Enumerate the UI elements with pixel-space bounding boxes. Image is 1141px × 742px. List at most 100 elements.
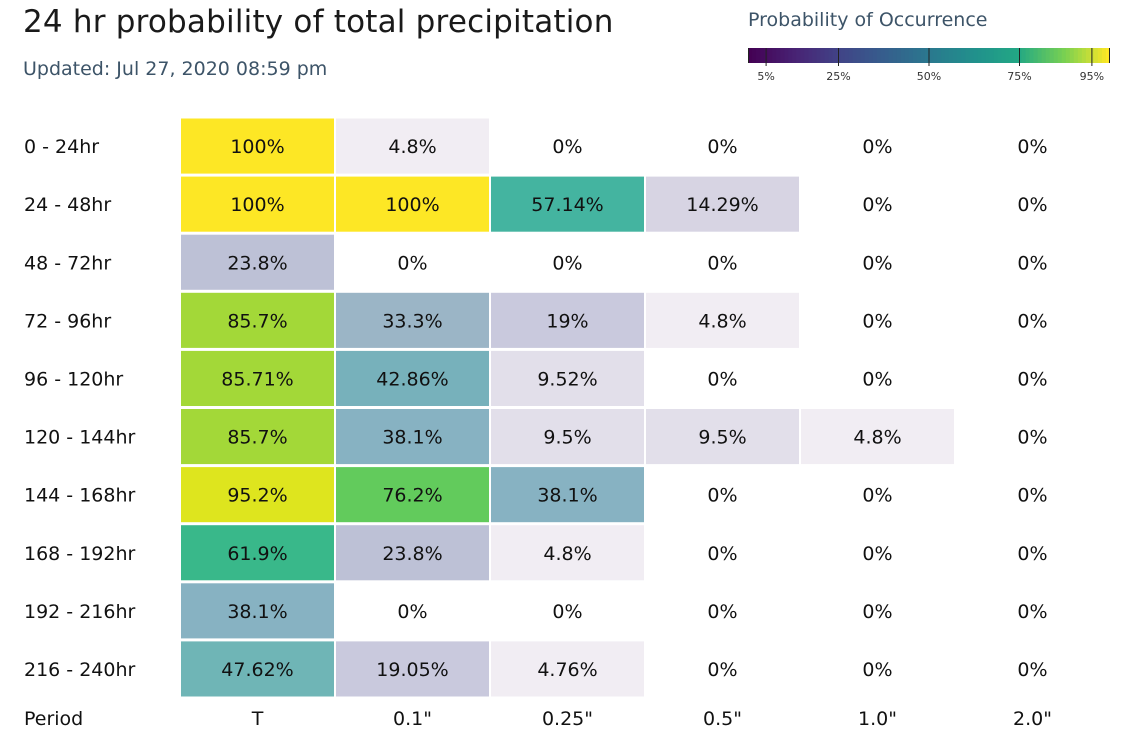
colorbar-segment: [880, 48, 886, 63]
colorbar-segment: [933, 48, 938, 63]
colorbar-segment: [748, 48, 753, 63]
colorbar-segment: [1085, 48, 1091, 63]
heatmap-cell: [491, 467, 644, 523]
cell-value-label: 4.8%: [388, 136, 436, 158]
cell-value-label: 0%: [552, 136, 582, 158]
cell-value-label: 0%: [1017, 601, 1047, 623]
cell-value-label: 0%: [707, 368, 737, 390]
heatmap-cell: [181, 292, 334, 348]
cell-value-label: 0%: [1017, 543, 1047, 565]
cell-value-label: 0%: [862, 368, 892, 390]
colorbar-segment: [832, 48, 838, 63]
cell-value-label: 0%: [1017, 252, 1047, 274]
colorbar-segment: [904, 48, 910, 63]
colorbar-segment: [977, 48, 982, 63]
cell-value-label: 85.7%: [227, 310, 287, 332]
heatmap-cell: [336, 525, 489, 581]
colorbar-segment: [1097, 48, 1103, 63]
column-label: 1.0": [858, 708, 897, 730]
colorbar-segment: [1029, 48, 1035, 63]
colorbar-segment: [1101, 48, 1107, 63]
heatmap-cell: [181, 234, 334, 290]
colorbar-segment: [792, 48, 797, 63]
cell-value-label: 0%: [1017, 136, 1047, 158]
colorbar-segment: [840, 48, 846, 63]
colorbar-segment: [900, 48, 906, 63]
cell-value-label: 0%: [1017, 485, 1047, 507]
chart-title: 24 hr probability of total precipitation: [23, 4, 614, 40]
cell-value-label: 0%: [862, 659, 892, 681]
cell-value-label: 38.1%: [537, 485, 597, 507]
cell-value-label: 0%: [862, 310, 892, 332]
cell-value-label: 0%: [1017, 194, 1047, 216]
cell-value-label: 19%: [546, 310, 588, 332]
colorbar-segment: [929, 48, 934, 63]
row-label: 144 - 168hr: [24, 485, 136, 507]
colorbar-segment: [1057, 48, 1063, 63]
heatmap-cell: [801, 409, 954, 465]
colorbar-segment: [993, 48, 998, 63]
cell-value-label: 4.8%: [543, 543, 591, 565]
cell-value-label: 23.8%: [227, 252, 287, 274]
colorbar-segment: [772, 48, 777, 63]
colorbar-segment: [1045, 48, 1051, 63]
cell-value-label: 4.76%: [537, 659, 597, 681]
cell-value-label: 23.8%: [382, 543, 442, 565]
cell-value-label: 61.9%: [227, 543, 287, 565]
colorbar-segment: [1001, 48, 1007, 63]
colorbar-segment: [981, 48, 986, 63]
colorbar-segment: [1065, 48, 1071, 63]
colorbar-segment: [884, 48, 890, 63]
row-label: 48 - 72hr: [24, 252, 111, 274]
heatmap-cell: [646, 176, 799, 232]
colorbar-segment: [973, 48, 978, 63]
colorbar-segment: [848, 48, 854, 63]
colorbar-tick-label: 50%: [917, 70, 941, 83]
colorbar-segment: [1069, 48, 1075, 63]
row-label: 216 - 240hr: [24, 659, 136, 681]
cell-value-label: 0%: [707, 543, 737, 565]
cell-value-label: 85.7%: [227, 427, 287, 449]
cell-value-label: 0%: [552, 601, 582, 623]
cell-value-label: 0%: [1017, 368, 1047, 390]
heatmap-cell: [336, 467, 489, 523]
colorbar-segment: [820, 48, 826, 63]
colorbar-segment: [808, 48, 813, 63]
column-label: 0.5": [703, 708, 742, 730]
heatmap-cell: [336, 409, 489, 465]
colorbar-segment: [892, 48, 898, 63]
colorbar-segment: [949, 48, 954, 63]
heatmap-cell: [646, 409, 799, 465]
row-label: 96 - 120hr: [24, 368, 123, 390]
cell-value-label: 0%: [862, 252, 892, 274]
cell-value-label: 0%: [862, 136, 892, 158]
heatmap-cell: [181, 176, 334, 232]
colorbar-segment: [844, 48, 850, 63]
cell-value-label: 0%: [1017, 659, 1047, 681]
cell-value-label: 0%: [707, 601, 737, 623]
heatmap-cell: [646, 292, 799, 348]
cell-value-label: 9.5%: [543, 427, 591, 449]
cell-value-label: 38.1%: [382, 427, 442, 449]
cell-value-label: 0%: [862, 601, 892, 623]
cell-value-label: 9.52%: [537, 368, 597, 390]
colorbar-segment: [989, 48, 994, 63]
colorbar-segment: [796, 48, 801, 63]
colorbar-segment: [1021, 48, 1027, 63]
heatmap-cell: [491, 641, 644, 697]
colorbar-segment: [800, 48, 805, 63]
column-label: 0.25": [542, 708, 593, 730]
heatmap-cell: [336, 118, 489, 174]
colorbar-segment: [1093, 48, 1099, 63]
colorbar-segment: [1005, 48, 1011, 63]
heatmap-cell: [181, 583, 334, 639]
colorbar-segment: [1073, 48, 1079, 63]
legend-title: Probability of Occurrence: [748, 9, 988, 31]
colorbar-segment: [804, 48, 809, 63]
column-label: T: [251, 708, 264, 730]
colorbar-segment: [1009, 48, 1015, 63]
heatmap-cell: [491, 525, 644, 581]
colorbar-segment: [1049, 48, 1055, 63]
heatmap-cell: [181, 118, 334, 174]
cell-value-label: 47.62%: [221, 659, 293, 681]
